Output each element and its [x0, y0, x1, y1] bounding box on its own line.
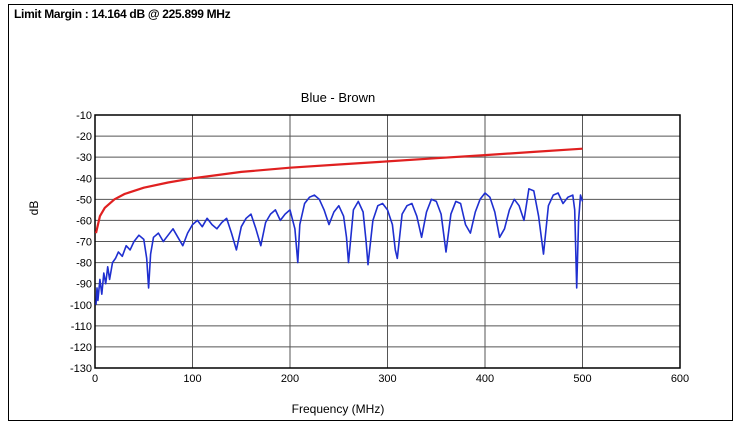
- grid: [95, 115, 680, 368]
- y-tick-label: -130: [70, 363, 92, 375]
- limit-margin-label: Limit Margin : 14.164 dB @ 225.899 MHz: [14, 7, 231, 21]
- plot-area: [94, 114, 681, 369]
- x-tick-label: 500: [573, 373, 591, 385]
- measurement-line: [95, 188, 584, 305]
- x-tick-label: 0: [92, 373, 98, 385]
- series-layer: [94, 147, 584, 305]
- y-tick-label: -20: [76, 131, 92, 143]
- y-tick-label: -60: [76, 215, 92, 227]
- x-tick-label: 200: [281, 373, 299, 385]
- y-tick-label: -30: [76, 152, 92, 164]
- x-tick-label: 600: [671, 373, 689, 385]
- axis-ticks: 0 100 200 300 400 500 600 -10 -20 -30 -40 -50 -60 -70…: [70, 110, 689, 385]
- y-tick-label: -100: [70, 300, 92, 312]
- x-tick-label: 100: [183, 373, 201, 385]
- x-axis-label: Frequency (MHz): [292, 402, 385, 416]
- y-tick-label: -110: [71, 321, 92, 333]
- chart-frame: [8, 4, 733, 421]
- x-tick-label: 400: [476, 373, 494, 385]
- y-tick-label: -90: [76, 279, 92, 291]
- y-tick-label: -70: [76, 237, 92, 249]
- y-tick-label: -10: [76, 110, 92, 122]
- y-tick-label: -50: [76, 194, 92, 206]
- y-tick-label: -120: [70, 342, 92, 354]
- limit-line: [94, 147, 583, 234]
- x-tick-label: 300: [378, 373, 396, 385]
- chart-title: Blue - Brown: [301, 90, 375, 105]
- y-tick-label: -80: [76, 258, 92, 270]
- y-axis-label: dB: [27, 201, 41, 216]
- y-tick-label: -40: [76, 173, 92, 185]
